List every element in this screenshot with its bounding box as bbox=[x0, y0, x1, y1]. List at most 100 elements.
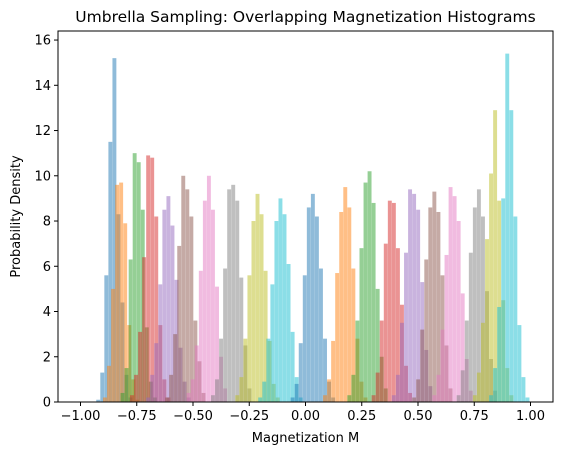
histogram-bar bbox=[481, 216, 485, 402]
histogram-bar bbox=[239, 277, 244, 402]
histogram-bar bbox=[189, 216, 194, 402]
histogram-bar bbox=[290, 331, 295, 402]
histogram-bar bbox=[150, 374, 155, 402]
histogram-bar bbox=[436, 211, 441, 402]
y-tick-label: 0 bbox=[43, 396, 51, 411]
histogram-bar bbox=[521, 377, 526, 402]
histogram-bar bbox=[186, 392, 191, 402]
histogram-bar bbox=[104, 275, 109, 402]
plot-area bbox=[96, 53, 530, 403]
histogram-bar bbox=[162, 209, 167, 402]
histogram-bar bbox=[351, 374, 356, 402]
histogram-bar bbox=[319, 268, 323, 402]
histogram-bar bbox=[185, 189, 190, 402]
histogram-bar bbox=[412, 397, 417, 402]
y-tick-label: 4 bbox=[43, 305, 51, 320]
histogram-bar bbox=[177, 245, 182, 402]
chart-title: Umbrella Sampling: Overlapping Magnetiza… bbox=[75, 8, 535, 26]
histogram-bar bbox=[231, 184, 236, 402]
histogram-bar bbox=[132, 153, 137, 402]
histogram-bar bbox=[262, 381, 267, 402]
histogram-bar bbox=[416, 379, 421, 402]
histogram-bar bbox=[235, 395, 240, 402]
histogram-bar bbox=[282, 214, 287, 402]
y-axis: 0 2 4 6 8 10 12 14 16 bbox=[34, 34, 58, 411]
histogram-bar bbox=[247, 275, 252, 402]
histogram-bar bbox=[211, 209, 215, 402]
histogram-bar bbox=[146, 397, 151, 402]
histogram-bar bbox=[158, 284, 163, 402]
histogram-bar bbox=[314, 216, 319, 402]
y-tick-label: 6 bbox=[43, 260, 51, 275]
histogram-bar bbox=[375, 288, 380, 402]
histogram-bar bbox=[395, 248, 400, 402]
histogram-bar bbox=[190, 379, 195, 402]
histogram-bar bbox=[154, 343, 159, 402]
histogram-bar bbox=[136, 162, 141, 402]
histogram-bar bbox=[493, 368, 498, 402]
histogram-bar bbox=[227, 189, 232, 402]
histogram-bar bbox=[142, 257, 147, 402]
histogram-series-20 bbox=[489, 53, 530, 403]
histogram-bar bbox=[270, 284, 275, 402]
y-axis-label: Probability Density bbox=[9, 155, 24, 278]
histogram-bar bbox=[509, 110, 514, 403]
histogram-bar bbox=[298, 343, 303, 402]
histogram-bar bbox=[395, 374, 400, 402]
histogram-bar bbox=[331, 340, 336, 402]
histogram-bar bbox=[436, 374, 441, 402]
x-tick-label: 1.00 bbox=[516, 409, 545, 424]
histogram-bar bbox=[119, 182, 124, 402]
histogram-bar bbox=[408, 189, 413, 402]
histogram-bar bbox=[111, 288, 116, 402]
histogram-bar bbox=[444, 254, 449, 402]
histogram-bar bbox=[206, 175, 211, 402]
y-tick-label: 10 bbox=[34, 169, 51, 184]
histogram-bar bbox=[493, 110, 498, 403]
histogram-bar bbox=[294, 383, 299, 402]
histogram-bar bbox=[258, 397, 263, 402]
histogram-bar bbox=[165, 397, 170, 402]
histogram-bar bbox=[100, 372, 105, 402]
histogram-bar bbox=[359, 248, 364, 402]
histogram-bar bbox=[215, 379, 219, 402]
histogram-bar bbox=[379, 320, 384, 402]
histogram-bar bbox=[501, 198, 506, 402]
histogram-bar bbox=[440, 329, 445, 402]
histogram-bar bbox=[489, 395, 494, 402]
histogram-bar bbox=[259, 214, 264, 402]
histogram-bar bbox=[130, 395, 134, 402]
histogram-bar bbox=[223, 268, 228, 402]
histogram-bar bbox=[452, 196, 457, 402]
histogram-bar bbox=[391, 395, 396, 402]
histogram-bar bbox=[513, 216, 518, 402]
histogram-bar bbox=[243, 338, 248, 402]
histogram-bar bbox=[371, 202, 376, 402]
histogram-bar bbox=[138, 331, 143, 402]
histogram-bar bbox=[456, 395, 461, 402]
histogram-bar bbox=[278, 198, 283, 402]
histogram-bar bbox=[351, 268, 356, 402]
histogram-bar bbox=[290, 397, 295, 402]
histogram-bar bbox=[323, 395, 327, 402]
x-tick-label: 0.00 bbox=[291, 409, 320, 424]
histogram-bar bbox=[327, 379, 332, 402]
y-tick-label: 16 bbox=[34, 34, 51, 49]
histogram-bar bbox=[472, 207, 477, 402]
histogram-bar bbox=[460, 293, 465, 402]
x-tick-label: −0.50 bbox=[173, 409, 213, 424]
histogram-bar bbox=[107, 365, 111, 402]
histogram-bar bbox=[448, 187, 453, 402]
histogram-bar bbox=[432, 395, 437, 402]
histogram-bar bbox=[343, 187, 348, 402]
histogram-bar bbox=[134, 374, 138, 402]
x-axis: −1.00 −0.75 −0.50 −0.25 0.00 0.25 0.50 0.75 1.00 bbox=[61, 402, 545, 424]
histogram-bar bbox=[239, 377, 244, 402]
histogram-bar bbox=[505, 53, 510, 403]
histogram-bar bbox=[166, 196, 171, 402]
histogram-bar bbox=[128, 259, 133, 402]
histogram-bar bbox=[302, 275, 307, 402]
histogram-bar bbox=[202, 200, 207, 402]
histogram-bar bbox=[375, 372, 380, 402]
